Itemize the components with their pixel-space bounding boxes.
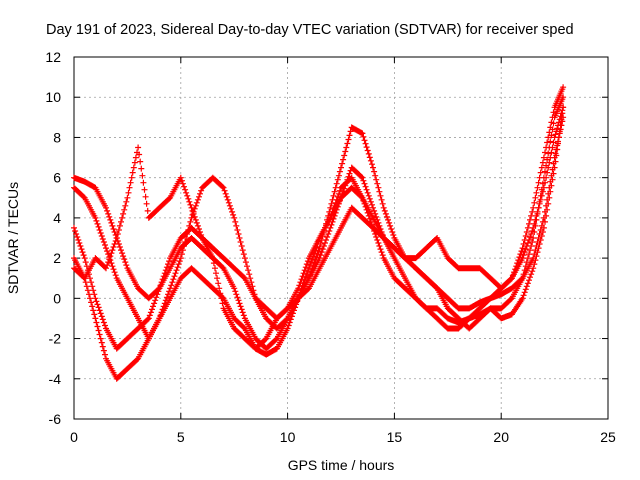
- x-tick-label: 25: [600, 429, 616, 445]
- y-tick-label: -2: [49, 331, 62, 347]
- y-axis: -6 -4 -2 0 2 4 6 8 10 12: [45, 49, 608, 427]
- y-tick-label: 0: [53, 290, 61, 306]
- series-markers: [71, 104, 567, 382]
- series-markers: [71, 84, 567, 342]
- series-trace-3: [71, 114, 567, 352]
- y-tick-label: 12: [45, 49, 61, 65]
- x-tick-label: 5: [177, 429, 185, 445]
- y-tick-label: 4: [53, 210, 61, 226]
- x-tick-label: 20: [493, 429, 509, 445]
- x-tick-label: 15: [387, 429, 403, 445]
- x-tick-label: 10: [280, 429, 296, 445]
- y-tick-label: -6: [49, 411, 62, 427]
- x-axis: 0 5 10 15 20 25: [70, 57, 616, 445]
- y-tick-label: -4: [49, 371, 62, 387]
- y-tick-label: 2: [53, 250, 61, 266]
- y-tick-label: 6: [53, 170, 61, 186]
- y-tick-label: 8: [53, 129, 61, 145]
- x-axis-label: GPS time / hours: [288, 457, 395, 473]
- series-group: [71, 84, 567, 382]
- series-trace-4: [71, 104, 567, 382]
- y-axis-label: SDTVAR / TECUs: [5, 182, 21, 294]
- series-trace-5: [71, 104, 567, 352]
- chart-title: Day 191 of 2023, Sidereal Day-to-day VTE…: [46, 22, 574, 38]
- x-tick-label: 0: [70, 429, 78, 445]
- grid: [74, 57, 608, 419]
- series-trace-2: [71, 84, 567, 342]
- plot-frame: [73, 56, 609, 420]
- series-markers: [71, 104, 567, 352]
- y-tick-label: 10: [45, 89, 61, 105]
- series-markers: [71, 114, 567, 352]
